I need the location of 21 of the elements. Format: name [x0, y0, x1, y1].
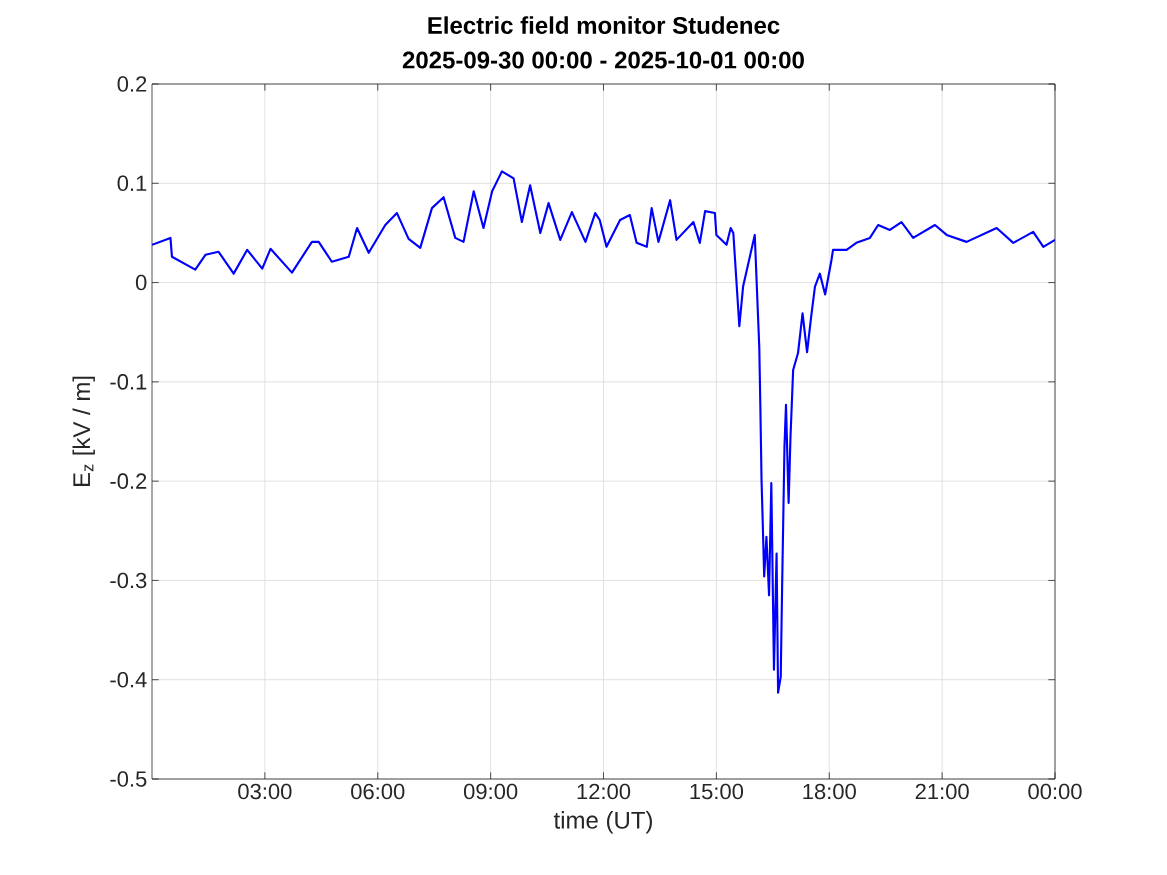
x-tick-label: 15:00 [690, 783, 744, 800]
y-tick-label: -0.3 [110, 572, 147, 589]
x-axis-title: time (UT) [553, 811, 652, 834]
x-tick-label: 21:00 [915, 783, 969, 800]
chart-title: Electric field monitor Studenec [428, 16, 780, 34]
x-tick-label: 00:00 [1028, 783, 1082, 800]
line-series [152, 170, 1056, 694]
y-tick-label: -0.4 [110, 671, 147, 688]
x-tick-label: 12:00 [577, 783, 631, 800]
y-tick-label: -0.1 [110, 374, 147, 390]
x-tick-label: 09:00 [463, 783, 518, 800]
y-axis-title: E$_{z}$ [kV / m] [72, 376, 95, 487]
y-tick-label: -0.2 [110, 473, 147, 489]
x-tick-label: 03:00 [238, 783, 292, 800]
y-tick-label: 0 [135, 274, 147, 291]
x-tick-label: 18:00 [803, 783, 856, 800]
y-tick-label: 0.2 [117, 76, 147, 92]
chart-subtitle: 2025-09-30 00:00 - 2025-10-01 00:00 [402, 51, 804, 69]
y-tick-label: -0.5 [110, 771, 147, 787]
y-tick-label: 0.1 [117, 175, 147, 192]
x-tick-label: 06:00 [351, 783, 405, 800]
